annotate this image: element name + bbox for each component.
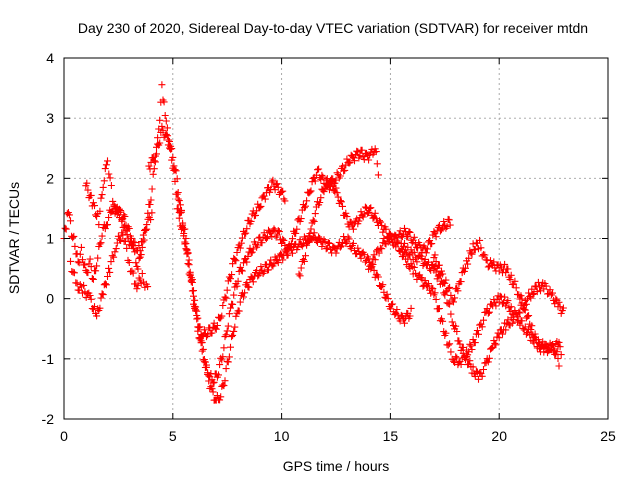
x-tick-label: 15 [383,428,399,444]
y-tick-label: 1 [46,231,54,247]
y-tick-label: 0 [46,291,54,307]
tick-labels: 0 5 10 15 20 25 -2 -1 0 1 2 3 4 [42,50,616,444]
y-tick-label: -2 [42,411,55,427]
x-tick-label: 0 [60,428,68,444]
series-track-b [145,122,382,387]
x-axis-label: GPS time / hours [283,458,390,474]
series-markers [397,239,567,383]
series-track-a [60,81,289,341]
series-track-d [295,175,454,280]
series-markers [430,236,563,370]
grid-lines [64,58,608,419]
chart-title: Day 230 of 2020, Sidereal Day-to-day VTE… [78,20,588,36]
series-track-i [82,157,156,255]
axis-ticks [63,57,609,420]
series-markers [67,229,152,320]
series-markers [60,81,289,341]
y-tick-label: 2 [46,170,54,186]
series-markers [295,175,454,280]
x-tick-label: 20 [491,428,507,444]
y-tick-label: 3 [46,110,54,126]
x-tick-label: 25 [600,428,616,444]
series-markers [82,157,156,255]
series-track-h [67,229,152,320]
x-tick-label: 5 [169,428,177,444]
y-tick-label: 4 [46,50,54,66]
data-points [60,81,567,404]
series-track-g [430,236,563,370]
series-track-f [397,239,567,383]
y-axis-label: SDTVAR / TECUs [6,182,22,294]
y-tick-label: -1 [42,351,55,367]
series-markers [145,122,382,387]
x-tick-label: 10 [274,428,290,444]
